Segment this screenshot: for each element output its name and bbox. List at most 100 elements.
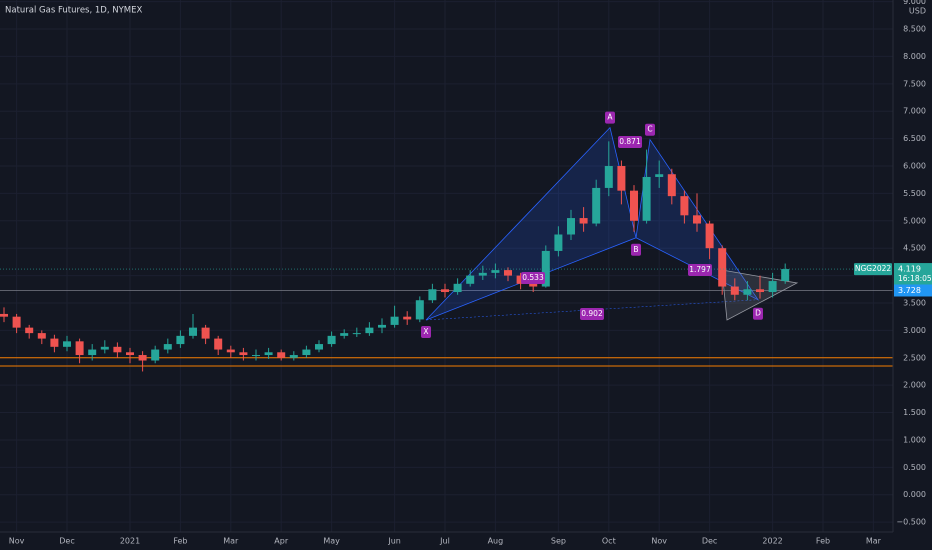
x-tick-label: May bbox=[323, 537, 340, 546]
x-tick-label: Sep bbox=[551, 537, 566, 546]
candle-body bbox=[743, 289, 752, 295]
candle-body bbox=[226, 349, 235, 353]
candle-body bbox=[579, 218, 588, 224]
candle-body bbox=[441, 289, 449, 293]
y-tick-label: 9.000 bbox=[903, 0, 926, 6]
pattern-xd bbox=[425, 299, 759, 321]
pattern-point-box bbox=[645, 123, 655, 136]
y-tick-label: 4.500 bbox=[903, 244, 926, 253]
ratio-label-box bbox=[688, 264, 712, 276]
ratio-label: 0.871 bbox=[619, 137, 641, 146]
candle-body bbox=[88, 349, 97, 356]
pattern-point-label: X bbox=[423, 327, 428, 336]
ratio-label: 0.902 bbox=[581, 309, 603, 318]
candle-body bbox=[63, 341, 71, 347]
pattern-point-label: B bbox=[633, 245, 638, 254]
candle-body bbox=[50, 338, 59, 347]
symbol-label: NGG2022 bbox=[855, 264, 892, 273]
pattern-point-box bbox=[631, 243, 641, 256]
x-tick-label: Oct bbox=[602, 537, 616, 546]
candle-body bbox=[289, 355, 298, 358]
countdown-label: 16:18:05 bbox=[898, 274, 932, 283]
candle-body bbox=[277, 352, 286, 358]
candle-body bbox=[390, 316, 399, 325]
x-tick-label: Aug bbox=[488, 537, 504, 546]
candle-body bbox=[705, 223, 714, 249]
candle-body bbox=[781, 269, 790, 282]
last-price-badge bbox=[894, 263, 932, 286]
x-tick-label: Nov bbox=[9, 537, 25, 546]
candle-body bbox=[264, 352, 273, 356]
candle-body bbox=[718, 248, 727, 287]
y-tick-label: 0.500 bbox=[903, 463, 926, 472]
x-tick-label: 2022 bbox=[762, 537, 782, 546]
x-tick-label: 2021 bbox=[120, 537, 140, 546]
y-tick-label: 3.500 bbox=[903, 298, 926, 307]
candle-body bbox=[642, 176, 651, 221]
x-tick-label: Apr bbox=[274, 537, 289, 546]
candle-body bbox=[415, 300, 424, 320]
pattern-point-box bbox=[421, 325, 431, 338]
candle-body bbox=[352, 333, 361, 335]
y-tick-label: 7.500 bbox=[903, 79, 926, 88]
candle-body bbox=[340, 333, 349, 336]
candle-body bbox=[541, 250, 550, 287]
y-tick-label: 8.000 bbox=[903, 52, 926, 61]
y-tick-label: 1.500 bbox=[903, 408, 926, 417]
y-tick-label: 5.500 bbox=[903, 189, 926, 198]
x-tick-label: Feb bbox=[173, 537, 187, 546]
candle-body bbox=[529, 283, 538, 287]
candle-body bbox=[466, 275, 475, 284]
candle-body bbox=[567, 218, 575, 235]
candle-body bbox=[554, 234, 563, 251]
y-tick-label: 8.500 bbox=[903, 25, 926, 34]
x-tick-label: Dec bbox=[702, 537, 717, 546]
candle-body bbox=[0, 313, 8, 317]
plot: X A B C D 0.533 0.871 1.797 0.902 bbox=[0, 111, 893, 372]
pattern-point-box bbox=[605, 111, 615, 124]
ratio-label-box bbox=[580, 308, 604, 320]
candle-body bbox=[478, 272, 487, 276]
pattern-point-label: D bbox=[755, 309, 761, 318]
y-tick-label: 7.000 bbox=[903, 107, 926, 116]
candle-body bbox=[516, 275, 525, 284]
candle-body bbox=[617, 166, 626, 191]
candle-body bbox=[302, 349, 311, 356]
pattern-point-label: C bbox=[647, 125, 652, 134]
x-tick-label: Jun bbox=[387, 537, 401, 546]
y-tick-label: 2.000 bbox=[903, 381, 926, 390]
candle-body bbox=[592, 187, 601, 224]
candle-body bbox=[138, 355, 147, 361]
x-tick-label: Nov bbox=[651, 537, 667, 546]
candle-body bbox=[37, 333, 46, 339]
grid bbox=[0, 0, 893, 532]
candle-body bbox=[453, 283, 462, 293]
candle-body bbox=[630, 190, 638, 221]
candle-body bbox=[75, 341, 84, 356]
ratio-label: 1.797 bbox=[689, 265, 711, 274]
x-tick-label: Jul bbox=[439, 537, 450, 546]
candle-body bbox=[491, 270, 500, 273]
candle-body bbox=[693, 215, 701, 224]
candle-body bbox=[667, 174, 676, 197]
chart-title: Natural Gas Futures, 1D, NYMEX bbox=[5, 6, 142, 16]
candle-body bbox=[680, 196, 689, 216]
candle-body bbox=[214, 338, 223, 350]
candle-body bbox=[768, 281, 777, 293]
candle-body bbox=[504, 270, 512, 276]
candle-body bbox=[252, 355, 260, 357]
candle-body bbox=[756, 289, 764, 293]
candle-body bbox=[100, 346, 109, 350]
candle-body bbox=[201, 327, 210, 339]
candle-body bbox=[403, 316, 412, 320]
candle-body bbox=[327, 335, 336, 345]
candle-body bbox=[126, 352, 134, 356]
candle-body bbox=[151, 349, 160, 361]
y-tick-label: 6.000 bbox=[903, 162, 926, 171]
candle-body bbox=[655, 174, 664, 177]
candle-body bbox=[604, 166, 613, 188]
y-tick-label: 1.000 bbox=[903, 435, 926, 444]
y-tick-label: 2.500 bbox=[903, 353, 926, 362]
axis: −0.500 0.000 0.500 1.000 1.500 2.000 2.500 3.00… bbox=[9, 0, 932, 546]
